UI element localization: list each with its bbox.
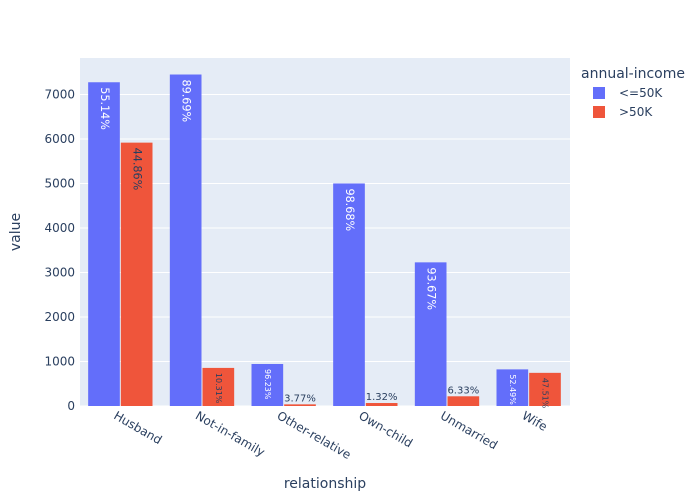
bar-unmarried-1	[447, 396, 480, 406]
y-tick-label: 6000	[44, 132, 75, 146]
legend: annual-income <=50K >50K	[581, 66, 685, 119]
bar-wife-0	[496, 369, 529, 406]
legend-label: <=50K	[619, 86, 663, 100]
legend-swatch	[593, 106, 605, 118]
y-tick-labels: 0 1000 2000 3000 4000 5000 6000 7000	[44, 87, 75, 413]
gridlines	[80, 93, 570, 407]
legend-title: annual-income	[581, 66, 685, 82]
plot-area	[80, 58, 570, 406]
y-axis-title: value	[8, 213, 24, 251]
bar-label: 47.51%	[541, 378, 550, 409]
bar-other-relative-0	[251, 363, 284, 406]
y-tick-label: 5000	[44, 176, 75, 190]
y-tick-label: 0	[67, 399, 75, 413]
y-tick-label: 7000	[44, 87, 75, 101]
bar-label: 93.67%	[425, 267, 438, 310]
bar-label: 89.69%	[180, 80, 193, 123]
bar-other-relative-1	[284, 404, 316, 406]
bar-own-child-0	[333, 183, 365, 406]
bar-label: 44.86%	[131, 148, 144, 191]
bar-not-in-family-1	[202, 367, 235, 406]
bar-label: 3.77%	[284, 393, 316, 404]
bar-label: 6.33%	[447, 385, 479, 396]
bar-not-in-family-0	[169, 74, 202, 406]
bar-labels: 55.14% 44.86% 89.69% 10.31% 96.23% 3.77% 98.68…	[98, 80, 550, 409]
y-tick-label: 2000	[44, 310, 75, 324]
bars	[88, 74, 561, 407]
bar-wife-1	[529, 372, 561, 406]
bar-unmarried-0	[414, 262, 447, 406]
bar-label: 52.49%	[508, 374, 517, 405]
bar-label: 55.14%	[98, 87, 111, 130]
legend-label: >50K	[619, 105, 653, 119]
bar-label: 1.32%	[366, 392, 398, 403]
y-tick-label: 3000	[44, 265, 75, 279]
bar-own-child-1	[365, 403, 398, 406]
y-tick-label: 1000	[44, 354, 75, 368]
bar-husband-0	[88, 82, 120, 406]
x-axis-title: relationship	[284, 476, 366, 492]
y-tick-label: 4000	[44, 221, 75, 235]
bar-label: 10.31%	[214, 373, 223, 404]
bar-label: 96.23%	[263, 369, 272, 400]
bar-husband-1	[120, 142, 153, 407]
bar-label: 98.68%	[343, 188, 356, 231]
legend-swatch	[593, 87, 605, 99]
